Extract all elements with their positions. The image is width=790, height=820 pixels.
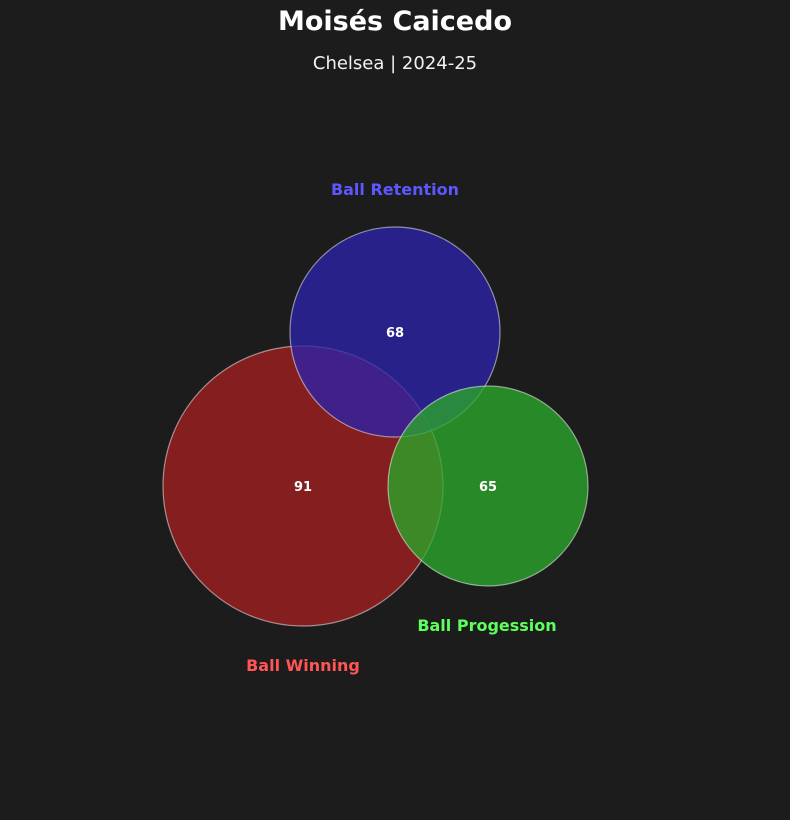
circle-ball-progession bbox=[387, 385, 589, 587]
set-label-ball-winning: Ball Winning bbox=[246, 656, 360, 675]
value-label-ball-retention: 68 bbox=[386, 326, 404, 341]
set-label-ball-retention: Ball Retention bbox=[331, 180, 459, 199]
chart-title: Moisés Caicedo bbox=[277, 6, 512, 37]
chart-subtitle: Chelsea | 2024-25 bbox=[312, 53, 478, 74]
value-label-ball-progession: 65 bbox=[479, 480, 497, 495]
value-label-ball-winning: 91 bbox=[294, 480, 312, 495]
set-label-ball-progession: Ball Progession bbox=[417, 616, 556, 635]
circle-ball-retention bbox=[289, 226, 501, 438]
